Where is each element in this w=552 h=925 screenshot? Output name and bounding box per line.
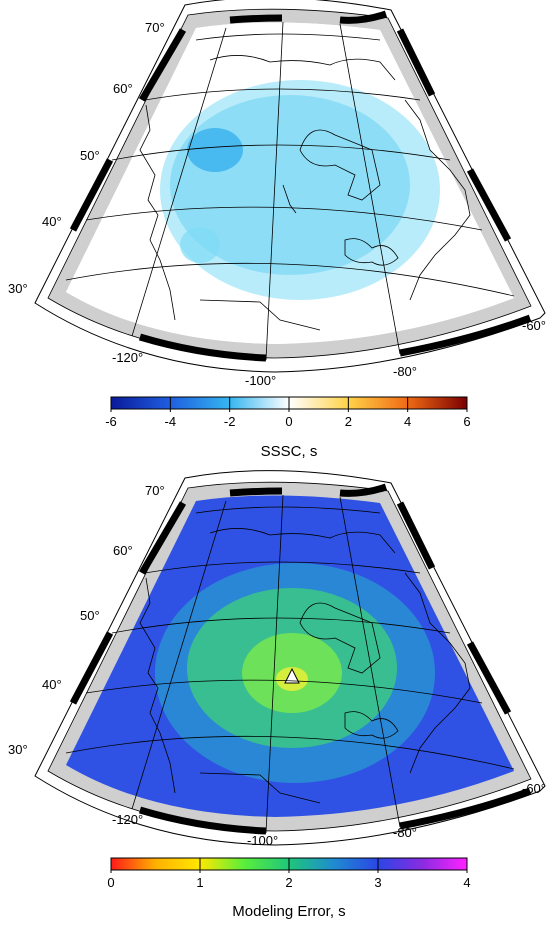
lon-labels: -120° -100° -80° -60° <box>112 781 546 848</box>
colorbar-tick-label: 6 <box>463 414 470 429</box>
coastlines <box>139 55 471 331</box>
station-triangle-icon <box>284 667 300 684</box>
lat-label-60: 60° <box>113 81 133 96</box>
frame-tick-right-1 <box>396 501 436 570</box>
frame-tick-top-2 <box>339 10 388 24</box>
graticule <box>65 21 515 361</box>
colorbar-tick-label: 0 <box>107 875 114 890</box>
sssc-map-panel: 70° 60° 50° 40° 30° -120° -100° -80° -60… <box>8 0 546 460</box>
lon-label-100: -100° <box>247 833 278 848</box>
lat-line-30 <box>65 735 515 770</box>
lon-line-100 <box>265 494 284 834</box>
coastlines <box>139 528 471 804</box>
frame-tick-top-1 <box>229 14 283 24</box>
colorbar-title: SSSC, s <box>261 443 318 460</box>
great-lakes <box>344 711 399 739</box>
colorbar-tick-label: -2 <box>224 414 236 429</box>
frame-tick-top-1 <box>229 487 283 497</box>
frame-tick-bottom-1 <box>138 806 267 835</box>
lon-label-80: -80° <box>393 825 417 840</box>
lat-label-60: 60° <box>113 543 133 558</box>
lake-winnipeg <box>282 184 297 214</box>
state-line <box>199 299 321 331</box>
error-map-panel: 70° 60° 50° 40° 30° -120° -100° -80° -60… <box>8 470 546 920</box>
lat-labels: 70° 60° 50° 40° 30° <box>8 20 165 296</box>
frame-tick-left-1 <box>138 501 187 575</box>
frame-tick-bottom-1 <box>138 333 267 362</box>
lon-label-60: -60° <box>522 781 546 796</box>
coast-east <box>404 99 471 301</box>
colorbar-tick-label: 0 <box>285 414 292 429</box>
lat-label-30: 30° <box>8 281 28 296</box>
frame-tick-left-2 <box>69 631 114 705</box>
colorbar-ticks: 0 1 2 3 4 <box>107 858 471 890</box>
lat-line-40 <box>85 206 483 231</box>
colorbar-tick-label: 3 <box>374 875 381 890</box>
lat-line-40 <box>85 679 483 704</box>
lon-label-60: -60° <box>522 318 546 333</box>
coast-west <box>139 104 176 321</box>
coast-east <box>404 572 471 774</box>
colorbar-tick-label: 4 <box>404 414 411 429</box>
frame-tick-bottom-2 <box>399 314 532 357</box>
lon-label-80: -80° <box>393 364 417 379</box>
hudson-bay <box>299 602 381 674</box>
lon-line-80 <box>339 23 401 355</box>
frame-tick-right-2 <box>466 168 512 242</box>
frame-tick-bottom-2 <box>399 787 532 830</box>
colorbar-tick-label: 1 <box>196 875 203 890</box>
lat-label-50: 50° <box>80 148 100 163</box>
sssc-anomaly-west <box>187 128 243 172</box>
lat-label-40: 40° <box>42 677 62 692</box>
colorbar-tick-label: 4 <box>463 875 470 890</box>
lon-line-100 <box>265 21 284 361</box>
lat-label-70: 70° <box>145 20 165 35</box>
state-line <box>199 772 321 804</box>
lon-line-80 <box>339 496 401 828</box>
frame-tick-right-1 <box>396 28 436 97</box>
frame-tick-left-2 <box>69 158 114 232</box>
colorbar-tick-label: 2 <box>285 875 292 890</box>
lat-label-50: 50° <box>80 608 100 623</box>
lon-line-120 <box>131 27 227 337</box>
coast-arctic <box>209 528 396 554</box>
lat-label-30: 30° <box>8 742 28 757</box>
error-field <box>66 495 514 817</box>
colorbar-tick-label: -4 <box>165 414 177 429</box>
frame-tick-right-2 <box>466 641 512 715</box>
lon-labels: -120° -100° -80° -60° <box>112 318 546 388</box>
graticule <box>65 494 515 834</box>
sssc-colorbar: -6 -4 -2 0 2 4 6 SSSC, s <box>105 396 471 460</box>
frame-tick-top-2 <box>339 483 388 497</box>
lat-line-50 <box>111 617 451 634</box>
lon-line-120 <box>131 500 227 810</box>
lon-label-120: -120° <box>112 812 143 827</box>
lon-label-120: -120° <box>112 350 143 365</box>
lat-label-40: 40° <box>42 214 62 229</box>
lat-labels: 70° 60° 50° 40° 30° <box>8 483 165 757</box>
lat-line-50 <box>111 144 451 161</box>
lat-line-30 <box>65 262 515 297</box>
colorbar-tick-label: 2 <box>345 414 352 429</box>
frame-tick-left-1 <box>138 28 187 102</box>
sssc-anomaly-sw <box>180 227 220 263</box>
great-lakes <box>344 238 399 266</box>
coast-west <box>139 577 176 794</box>
lat-label-70: 70° <box>145 483 165 498</box>
lon-label-100: -100° <box>245 373 276 388</box>
error-colorbar: 0 1 2 3 4 Modeling Error, s <box>107 857 471 920</box>
hudson-bay <box>299 129 381 201</box>
sssc-field <box>66 22 514 344</box>
colorbar-tick-label: -6 <box>105 414 117 429</box>
colorbar-ticks: -6 -4 -2 0 2 4 6 <box>105 397 471 429</box>
coast-arctic <box>209 55 396 81</box>
colorbar-title: Modeling Error, s <box>232 903 345 920</box>
